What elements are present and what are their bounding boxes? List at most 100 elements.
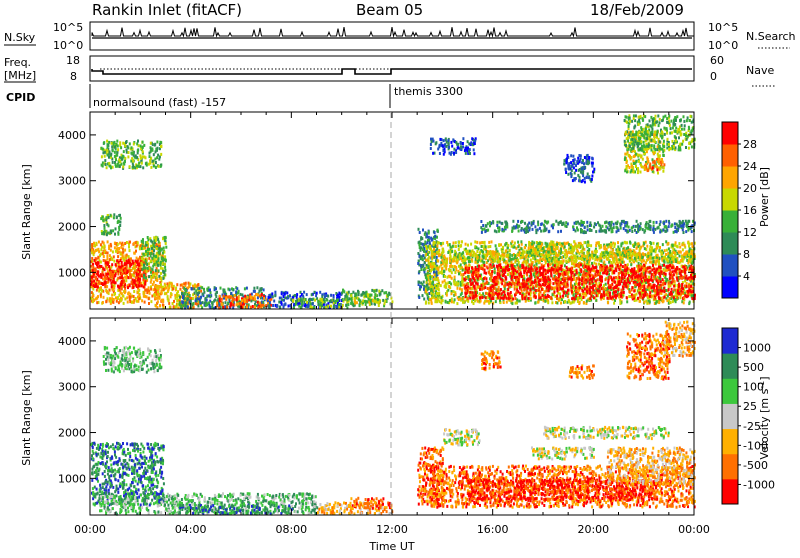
power-cell — [244, 287, 246, 290]
power-cell — [202, 301, 204, 304]
power-cell — [117, 145, 119, 148]
power-cell — [520, 256, 522, 259]
power-cell — [141, 299, 143, 302]
power-cell — [379, 294, 381, 297]
power-cell — [150, 288, 152, 291]
power-cell — [192, 302, 194, 305]
power-cell — [117, 268, 119, 271]
power-cell — [254, 295, 256, 298]
cpid-program-normalsound: normalsound (fast) -157 — [93, 96, 226, 109]
power-cell — [362, 299, 364, 302]
power-cell — [666, 278, 668, 281]
power-cell — [114, 233, 116, 236]
nsky-tick-top: 10^5 — [53, 21, 83, 34]
power-cell — [195, 302, 197, 305]
power-cell — [495, 300, 497, 303]
power-cell — [272, 304, 274, 307]
power-cell — [451, 300, 453, 303]
power-cell — [160, 165, 162, 168]
power-cell — [115, 296, 117, 299]
power-cell — [443, 270, 445, 273]
power-cell — [426, 266, 428, 269]
power-cell — [98, 281, 100, 284]
power-cell — [111, 263, 113, 266]
power-cell — [281, 292, 283, 295]
power-cell — [447, 301, 449, 304]
power-cell — [155, 150, 157, 153]
power-cell — [435, 287, 437, 290]
power-cell — [426, 241, 428, 244]
power-cell — [417, 262, 419, 265]
power-cell — [458, 272, 460, 275]
power-cell — [164, 263, 166, 266]
power-cell — [101, 164, 103, 167]
power-cell — [185, 301, 187, 304]
power-cell — [449, 281, 451, 284]
power-cell — [504, 287, 506, 290]
power-cell — [159, 304, 161, 307]
power-cell — [665, 240, 667, 243]
power-cell — [154, 144, 156, 147]
power-cell — [129, 284, 131, 287]
power-cell — [91, 243, 93, 246]
power-cell — [160, 145, 162, 148]
power-cell — [444, 285, 446, 288]
power-cell — [101, 147, 103, 150]
power-cell — [426, 293, 428, 296]
power-cell — [219, 295, 221, 298]
power-cell — [175, 305, 177, 308]
power-cell — [636, 246, 638, 249]
power-cell — [108, 247, 110, 250]
power-cell — [226, 306, 228, 309]
power-cell — [330, 294, 332, 297]
power-cell — [222, 306, 224, 309]
power-cell — [481, 245, 483, 248]
power-cell — [152, 268, 154, 271]
power-cell — [155, 297, 157, 300]
power-cell — [606, 244, 608, 247]
power-cell — [460, 284, 462, 287]
power-cell — [140, 262, 142, 265]
power-cell — [428, 302, 430, 305]
power-cell — [486, 300, 488, 303]
power-cell — [673, 296, 675, 299]
power-cell — [418, 228, 420, 231]
power-cell — [124, 285, 126, 288]
power-cell — [113, 255, 115, 258]
power-cell — [453, 280, 455, 283]
power-cell — [488, 302, 490, 305]
power-cell — [140, 284, 142, 287]
power-cell — [644, 247, 646, 250]
power-cell — [153, 165, 155, 168]
power-cell — [150, 255, 152, 258]
power-cell — [436, 256, 438, 259]
power-cell — [436, 292, 438, 295]
power-cell — [647, 296, 649, 299]
power-cell — [211, 306, 213, 309]
power-cell — [103, 232, 105, 235]
power-cell — [132, 260, 134, 263]
power-cell — [154, 158, 156, 161]
power-cell — [434, 277, 436, 280]
power-cell — [118, 261, 120, 264]
power-cell — [451, 292, 453, 295]
power-cell — [138, 162, 140, 165]
power-cell — [477, 300, 479, 303]
power-cell — [133, 290, 135, 293]
power-cell — [429, 298, 431, 301]
power-cell — [659, 257, 661, 260]
power-cell — [455, 281, 457, 284]
power-cell — [236, 299, 238, 302]
power-cell — [156, 279, 158, 282]
power-cell — [168, 284, 170, 287]
power-cell — [610, 247, 612, 250]
power-cell — [428, 256, 430, 259]
power-cell — [444, 275, 446, 278]
power-cell — [438, 292, 440, 295]
power-cell — [132, 286, 134, 289]
power-cell — [103, 224, 105, 227]
power-cell — [292, 299, 294, 302]
power-cell — [350, 298, 352, 301]
